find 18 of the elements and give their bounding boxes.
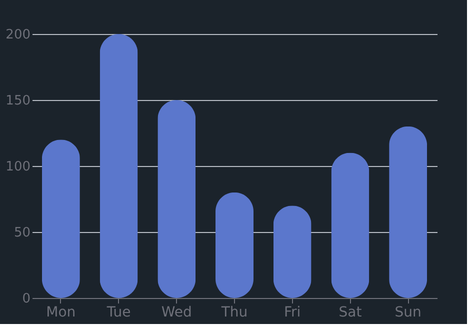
bar [216, 192, 254, 298]
x-tick-label: Thu [220, 304, 248, 320]
bar [331, 152, 370, 298]
bar [158, 100, 196, 298]
y-tick-label: 100 [6, 160, 30, 174]
bar [42, 140, 80, 298]
x-tick-label: Wed [161, 304, 192, 320]
y-tick-label: 50 [14, 226, 30, 240]
x-tick-label: Sun [394, 304, 422, 320]
y-tick-label: 150 [6, 94, 30, 108]
x-tick-label: Mon [46, 304, 76, 320]
x-tick-label: Sat [338, 304, 362, 320]
x-tick-label: Fri [284, 304, 301, 320]
bar [100, 34, 138, 298]
y-tick-label: 200 [6, 28, 30, 42]
bar [389, 126, 428, 298]
y-tick-label: 0 [22, 292, 30, 306]
x-tick-label: Tue [106, 304, 131, 320]
